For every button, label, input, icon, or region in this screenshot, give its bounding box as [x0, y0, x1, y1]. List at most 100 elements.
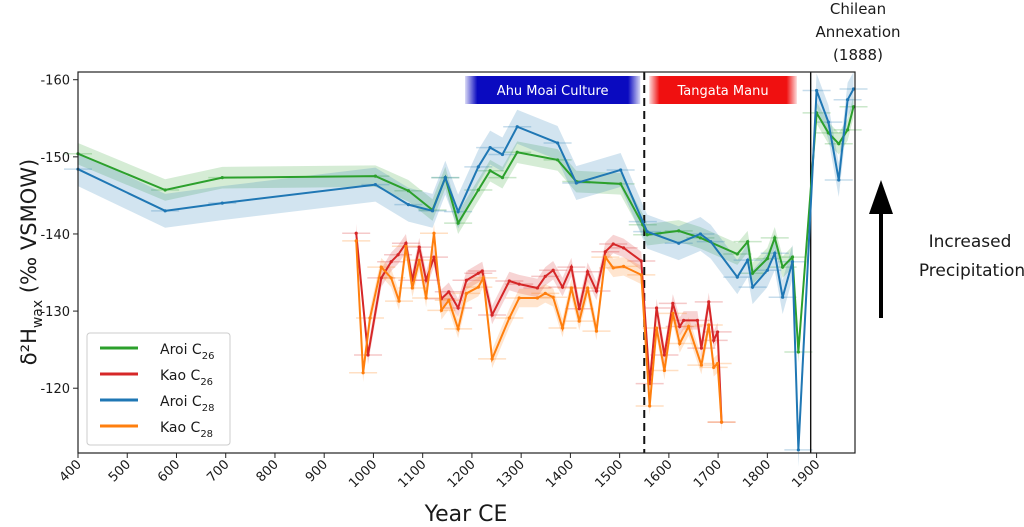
data-point	[163, 209, 167, 213]
data-point	[641, 220, 645, 224]
data-point	[515, 150, 519, 154]
data-point	[373, 183, 378, 187]
data-point	[490, 357, 494, 361]
x-tick-label: 900	[303, 457, 331, 485]
data-point	[698, 236, 702, 240]
legend-subscript: 26	[200, 377, 213, 388]
data-point	[750, 271, 755, 275]
x-axis-label: Year CE	[424, 502, 508, 527]
data-point	[354, 239, 358, 243]
data-point	[699, 346, 703, 350]
data-point	[476, 285, 480, 289]
data-point	[790, 255, 795, 259]
legend-subscript: 26	[202, 351, 215, 362]
data-point	[543, 291, 547, 295]
y-tick-label: -120	[40, 382, 70, 397]
data-point	[746, 258, 750, 262]
data-point	[662, 368, 667, 373]
data-point	[826, 120, 831, 124]
data-point	[488, 169, 492, 173]
data-point	[594, 329, 599, 333]
data-point	[586, 286, 590, 290]
data-point	[719, 420, 724, 424]
data-point	[220, 176, 224, 180]
data-point	[577, 319, 581, 323]
data-point	[796, 448, 800, 452]
data-point	[577, 307, 581, 311]
data-point	[621, 264, 626, 268]
x-tick-label: 1400	[543, 457, 577, 491]
data-point	[781, 295, 785, 299]
data-point	[368, 316, 372, 320]
data-point	[464, 278, 469, 282]
data-point	[555, 141, 560, 145]
data-point	[735, 252, 739, 256]
data-point	[490, 313, 494, 317]
data-point	[515, 125, 519, 129]
data-point	[594, 289, 599, 293]
data-point	[447, 290, 451, 294]
period-label: Ahu Moai Culture	[497, 84, 609, 99]
up-arrow-icon	[869, 180, 893, 214]
period-bars: Ahu Moai Culture Tangata Manu	[465, 76, 797, 104]
data-point	[500, 152, 505, 157]
x-tick-label: 1100	[395, 457, 429, 491]
data-point	[507, 316, 511, 320]
x-tick-label: 600	[155, 457, 183, 485]
data-point	[639, 259, 643, 263]
data-point	[712, 338, 716, 342]
data-point	[603, 250, 607, 254]
data-point	[837, 142, 841, 146]
data-point	[543, 274, 547, 278]
annotation-line: Increased	[929, 232, 1012, 252]
data-point	[698, 232, 702, 236]
data-point	[621, 246, 626, 250]
data-point	[765, 268, 769, 272]
data-point	[220, 201, 224, 205]
data-point	[645, 233, 649, 237]
data-point	[535, 296, 540, 300]
data-point	[379, 276, 383, 280]
data-point	[432, 231, 436, 235]
data-point	[417, 258, 421, 262]
data-point	[480, 269, 484, 273]
legend-label: Kao C28	[160, 420, 213, 440]
data-point	[389, 276, 393, 280]
data-point	[373, 174, 378, 178]
data-point	[611, 242, 615, 246]
y-tick-label: -130	[40, 305, 70, 320]
data-point	[682, 318, 686, 322]
legend-name: Kao C	[160, 420, 201, 436]
data-point	[709, 240, 713, 244]
annotation-line: (1888)	[833, 46, 883, 64]
data-point	[648, 404, 652, 408]
period-bar	[649, 76, 797, 104]
data-point	[837, 178, 841, 182]
data-point	[366, 353, 370, 357]
plot-frame	[77, 71, 856, 454]
data-point	[686, 324, 691, 329]
x-tick-label: 1500	[592, 457, 626, 491]
data-point	[851, 105, 856, 109]
data-point	[456, 209, 460, 214]
data-point	[796, 350, 800, 354]
x-tick-label: 1200	[445, 457, 479, 491]
data-point	[560, 326, 565, 330]
data-point	[671, 311, 675, 316]
data-point	[417, 245, 421, 249]
data-point	[678, 341, 682, 346]
data-point	[488, 145, 492, 150]
data-point	[535, 286, 540, 290]
legend-box	[86, 332, 231, 446]
precipitation-annotation: Increased Precipitation	[869, 180, 1024, 318]
y-tick-label: -140	[40, 228, 70, 243]
data-point	[707, 300, 711, 304]
uncertainty-band	[78, 95, 854, 363]
data-point	[500, 176, 505, 180]
data-point	[517, 282, 521, 286]
data-point	[574, 181, 578, 185]
data-point	[851, 87, 856, 91]
data-point	[611, 266, 615, 270]
x-tick-label: 1600	[642, 457, 676, 491]
